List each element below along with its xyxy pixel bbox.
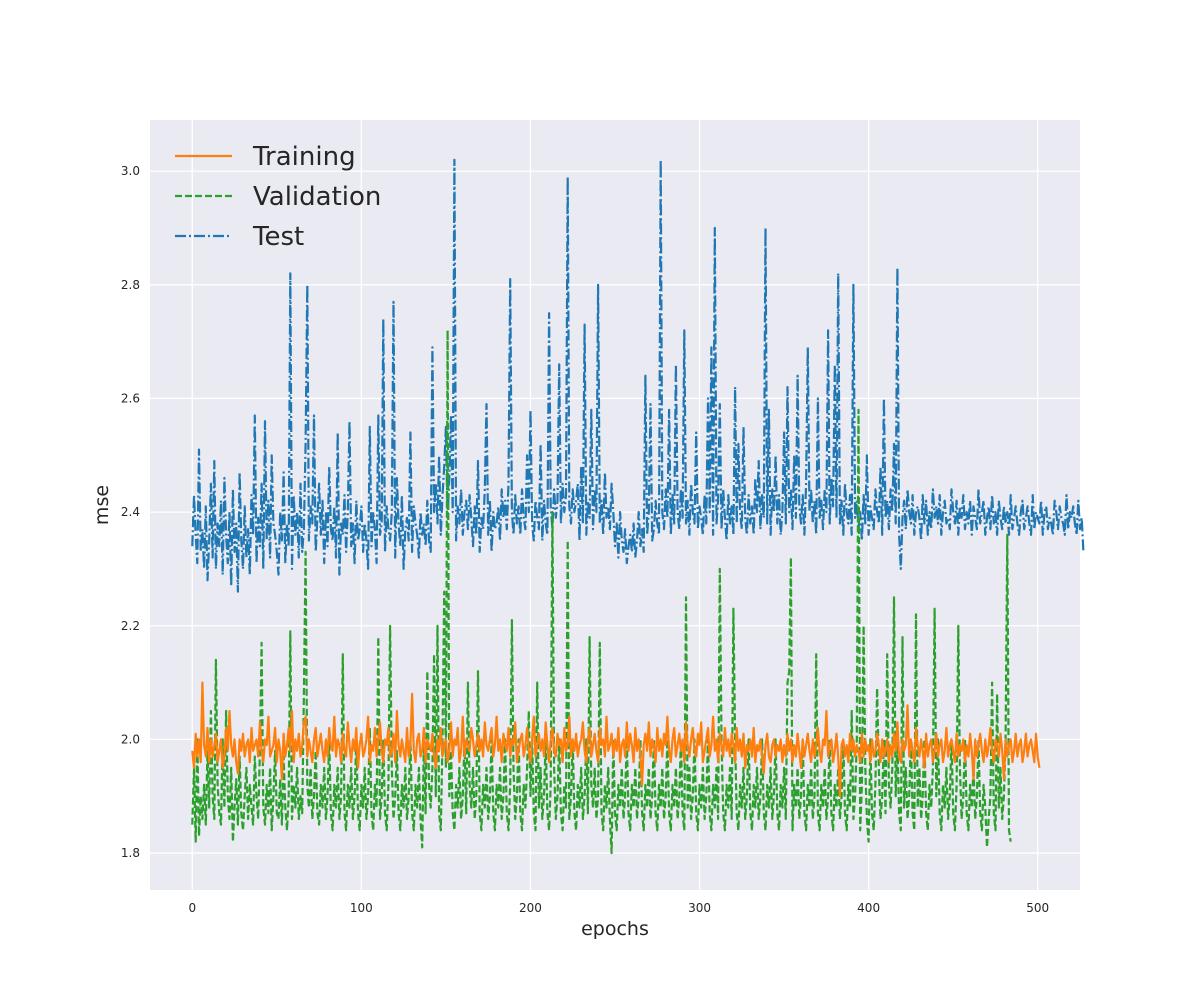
x-tick-label: 200 (519, 901, 542, 915)
y-tick-label: 1.8 (121, 846, 140, 860)
legend-label-validation: Validation (253, 182, 381, 212)
y-tick-label: 3.0 (121, 164, 140, 178)
y-tick-label: 2.0 (121, 732, 140, 746)
x-tick-label: 300 (688, 901, 711, 915)
x-tick-label: 400 (857, 901, 880, 915)
y-tick-label: 2.8 (121, 278, 140, 292)
legend: Training Validation Test (175, 142, 381, 252)
x-axis-label: epochs (581, 918, 649, 940)
y-axis-label: mse (91, 485, 113, 525)
series-line-training (191, 681, 1041, 798)
x-axis-ticks: 0 100 200 300 400 500 (188, 901, 1049, 915)
x-tick-label: 0 (188, 901, 196, 915)
y-tick-label: 2.2 (121, 619, 140, 633)
x-tick-label: 100 (350, 901, 373, 915)
legend-label-test: Test (252, 222, 304, 252)
x-tick-label: 500 (1026, 901, 1049, 915)
y-tick-label: 2.6 (121, 391, 140, 405)
series-line-test (191, 158, 1085, 593)
series-layer (191, 158, 1085, 855)
y-tick-label: 2.4 (121, 505, 140, 519)
y-axis-ticks: 1.8 2.0 2.2 2.4 2.6 2.8 3.0 (121, 164, 140, 860)
legend-label-training: Training (252, 142, 356, 172)
series-line-validation (191, 329, 1012, 855)
